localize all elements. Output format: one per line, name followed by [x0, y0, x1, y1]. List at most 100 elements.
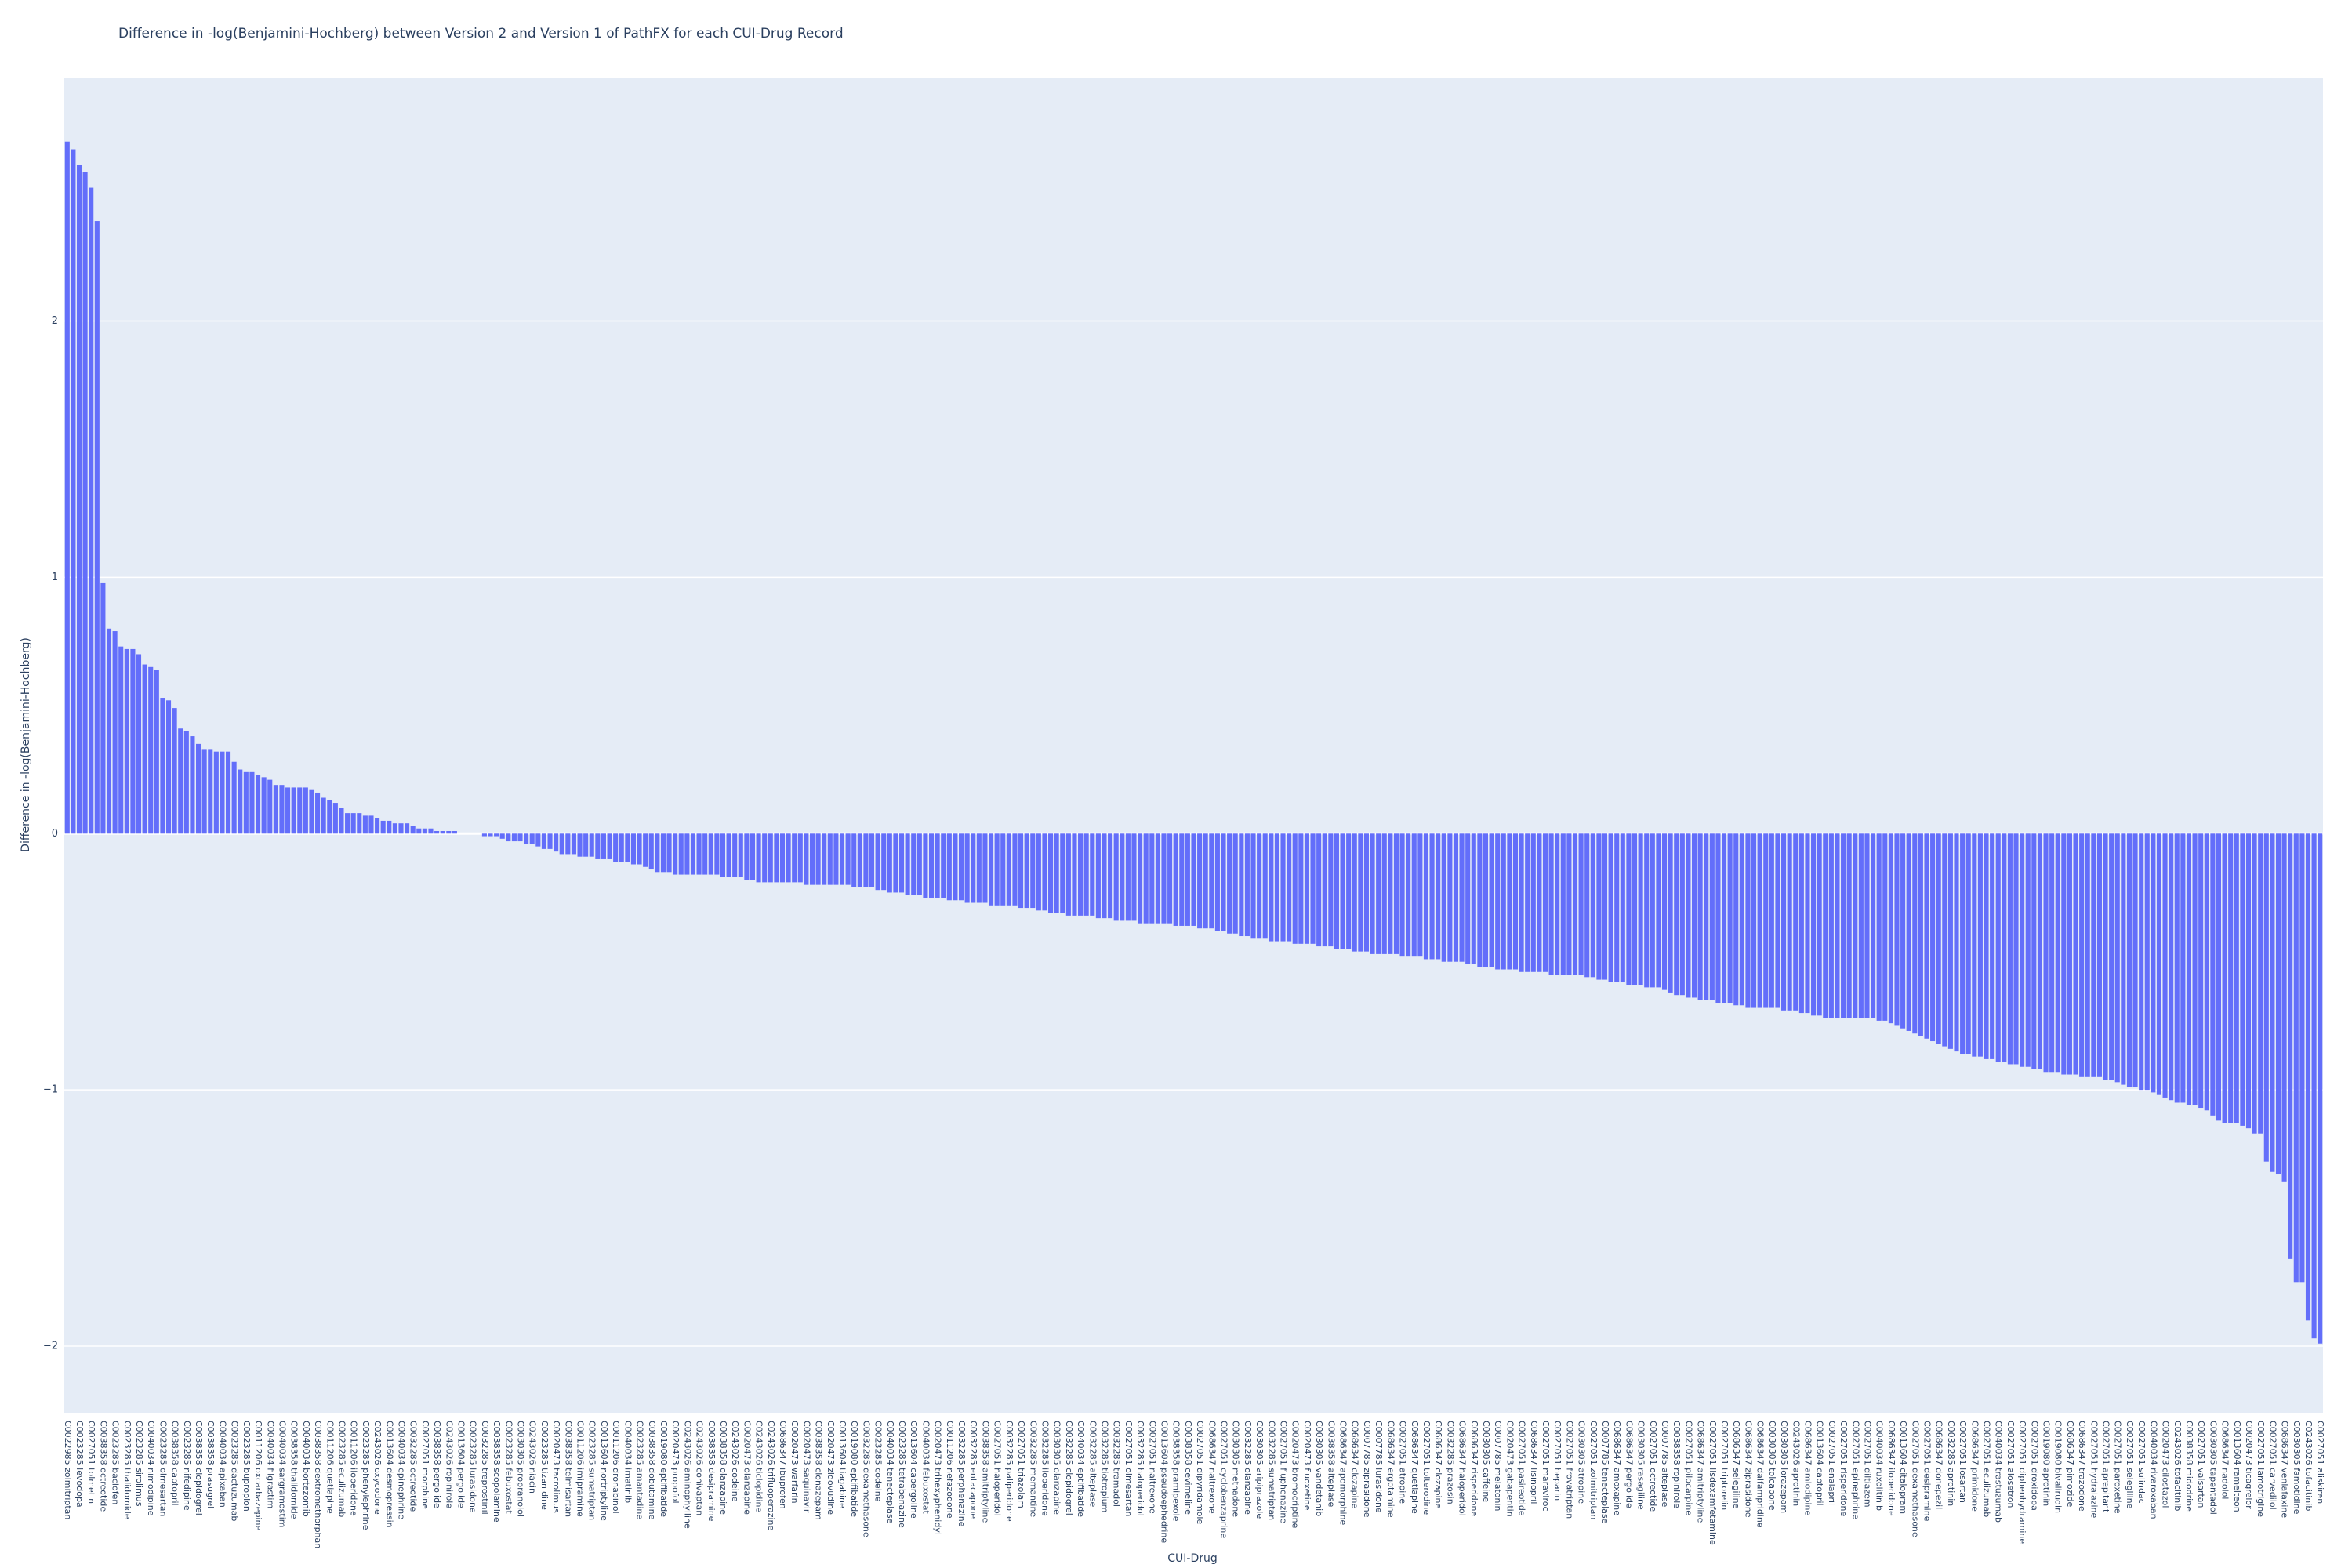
x-tick-label: C0027051 haloperidol [993, 1421, 1003, 1516]
bar [357, 813, 362, 834]
bar [2240, 833, 2245, 1126]
x-tick-label: C0686347 dalfampridine [1755, 1421, 1766, 1528]
bar [946, 833, 952, 901]
bar [130, 648, 136, 834]
x-tick-label: C0030305 caffeine [1481, 1421, 1491, 1502]
bar [666, 833, 672, 873]
bar [541, 833, 546, 849]
bar [1960, 833, 1965, 1054]
bar [1686, 833, 1691, 998]
bar [2025, 833, 2031, 1067]
bar [1888, 833, 1893, 1024]
x-tick-label: C0027051 zolmitriptan [1588, 1421, 1599, 1519]
bar [249, 771, 255, 834]
bar [786, 833, 791, 883]
x-tick-label: C0027051 diltiazem [1862, 1421, 1872, 1508]
x-tick-label: C0243026 aprotinin [1791, 1421, 1801, 1506]
bar [2055, 833, 2060, 1073]
bar [285, 787, 291, 834]
x-tick-label: C0038358 olanzapine [718, 1421, 728, 1515]
x-tick-label: C0020473 fluoxetine [1302, 1421, 1312, 1511]
x-tick-label: C0032285 alteplase [1087, 1421, 1098, 1508]
bar [100, 582, 106, 834]
x-tick-label: C0030305 vandetanib [1314, 1421, 1324, 1516]
x-tick-label: C0020473 tacrolimus [551, 1421, 561, 1513]
bar [64, 141, 70, 834]
bar [2151, 833, 2156, 1093]
bar [1871, 833, 1876, 1018]
bar [1626, 833, 1632, 985]
bar [2043, 833, 2049, 1073]
x-tick-label: C0040034 febuxostat [920, 1421, 931, 1514]
x-tick-label: C0020473 saquinavir [801, 1421, 811, 1513]
bar [1560, 833, 1566, 975]
bar [905, 833, 910, 895]
bar [2162, 833, 2168, 1098]
bar [1095, 833, 1101, 919]
bar [994, 833, 1000, 906]
x-tick-label: C0686347 ziprasidone [1743, 1421, 1753, 1518]
bar [643, 833, 648, 867]
bar [2007, 833, 2013, 1065]
x-tick-label: C0027051 pasireotide [1517, 1421, 1527, 1516]
bar [1984, 833, 1989, 1059]
x-tick-label: C0040034 rivaroxaban [2148, 1421, 2158, 1519]
bar [154, 670, 159, 834]
x-tick-label: C0032285 iloperidone [1040, 1421, 1050, 1516]
x-tick-label: C0027051 tolterodine [1421, 1421, 1432, 1515]
x-tick-label: C0027051 frovatriptan [1564, 1421, 1574, 1519]
bar [392, 823, 397, 834]
x-tick-label: C0038358 octreotide [98, 1421, 108, 1512]
bar [607, 833, 612, 859]
bar [1614, 833, 1620, 982]
x-tick-label: C0686347 trazodone [2077, 1421, 2087, 1512]
bar [452, 831, 457, 834]
bar [673, 833, 678, 875]
bar [1167, 833, 1173, 924]
bar [1197, 833, 1203, 929]
bar [1232, 833, 1238, 934]
bar [1977, 833, 1983, 1057]
bar [231, 761, 237, 834]
bar [768, 833, 773, 883]
bar [1525, 833, 1530, 972]
bar [1727, 833, 1733, 1004]
bar [2020, 833, 2025, 1067]
x-axis-title: CUI-Drug [1167, 1552, 1218, 1565]
x-tick-label: C0032285 memantine [1028, 1421, 1038, 1517]
x-tick-label: C0032285 dexamethasone [861, 1421, 871, 1537]
bar [1769, 833, 1774, 1008]
bar [190, 736, 195, 834]
bar [1638, 833, 1643, 985]
bar [1954, 833, 1959, 1052]
bar [1060, 833, 1065, 913]
x-tick-label: C0243026 conivaptan [695, 1421, 705, 1515]
bar [1674, 833, 1679, 996]
bar [1447, 833, 1453, 962]
y-tick-label: 2 [52, 315, 58, 327]
x-tick-label: C0013604 desmopressin [384, 1421, 394, 1528]
bar [2061, 833, 2067, 1075]
bar [1280, 833, 1286, 942]
bar [256, 775, 261, 834]
bar [1179, 833, 1185, 926]
bar [1310, 833, 1316, 944]
bar [1102, 833, 1107, 919]
bar [1512, 833, 1519, 970]
bar [279, 785, 285, 834]
bar [2114, 833, 2120, 1083]
bar [506, 833, 511, 842]
bar [1399, 833, 1405, 957]
x-tick-label: C0019080 aprotinin [2042, 1421, 2052, 1506]
bar [172, 708, 177, 834]
bar [315, 792, 321, 834]
bar [1608, 833, 1613, 982]
bar [1555, 833, 1560, 975]
x-tick-label: C0030305 tapentadol [2208, 1421, 2218, 1515]
bar [1334, 833, 1339, 949]
x-tick-label: C0030305 rasagiline [1636, 1421, 1646, 1510]
x-tick-label: C0027051 maraviroc [1541, 1421, 1551, 1512]
x-tick-label: C0011206 nefazodone [945, 1421, 955, 1519]
x-tick-label: C0032285 perphenazine [956, 1421, 967, 1527]
x-tick-label: C0023285 olmesartan [158, 1421, 168, 1516]
